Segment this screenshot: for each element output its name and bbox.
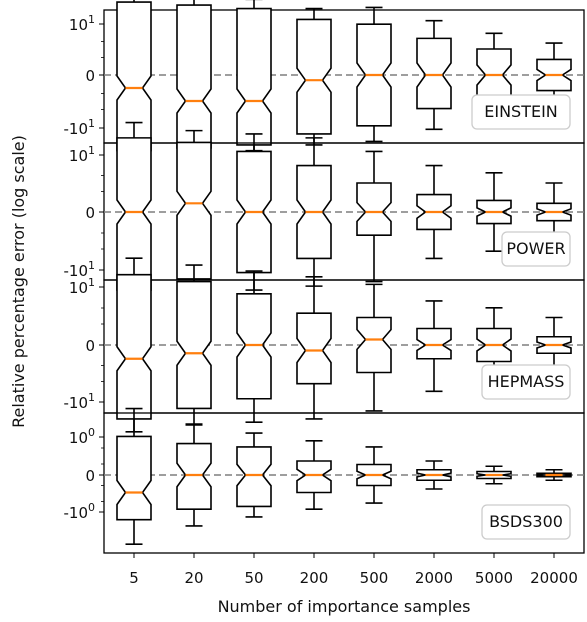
box-20000 xyxy=(536,182,572,242)
panel-label: BSDS300 xyxy=(489,512,563,531)
notched-box xyxy=(356,182,392,236)
box-200 xyxy=(296,137,332,287)
notched-box xyxy=(116,435,152,521)
x-tick-label: 200 xyxy=(300,569,329,587)
x-axis-title: Number of importance samples xyxy=(218,597,471,616)
y-tick-label: -101 xyxy=(64,259,96,280)
notched-box xyxy=(176,442,212,510)
box-200 xyxy=(296,440,332,510)
box-20 xyxy=(176,129,212,295)
x-tick-label: 2000 xyxy=(415,569,453,587)
x-axis: 5 20 50 200 500 2000 5000 20000 xyxy=(129,553,578,587)
panel-label-box: POWER xyxy=(501,231,571,267)
notched-box xyxy=(296,460,332,494)
notched-box xyxy=(416,327,452,360)
x-tick-label: 50 xyxy=(244,569,263,587)
box-20000 xyxy=(536,316,572,374)
box-2000 xyxy=(416,460,452,490)
notched-box xyxy=(176,141,212,280)
box-5 xyxy=(116,407,152,545)
box-2000 xyxy=(416,164,452,260)
notched-box xyxy=(176,280,212,410)
y-tick-label: 101 xyxy=(69,144,95,165)
box-20000 xyxy=(536,468,572,482)
box-2000 xyxy=(416,19,452,131)
x-tick-label: 20 xyxy=(184,569,203,587)
x-tick-label: 20000 xyxy=(530,569,578,587)
notched-box xyxy=(296,312,332,385)
y-tick-label: 0 xyxy=(85,204,95,222)
panel-bsds300: 100 0 -100 BSDS300 xyxy=(64,407,585,554)
box-200 xyxy=(296,7,332,146)
panel-label-frame xyxy=(481,364,571,400)
panel-label: POWER xyxy=(506,239,565,258)
panel-frame xyxy=(103,412,585,554)
y-tick-label: 101 xyxy=(69,13,95,34)
box-20 xyxy=(176,264,212,426)
panel-label-frame xyxy=(481,504,571,540)
panel-label-box: BSDS300 xyxy=(481,504,571,540)
panel-label-box: EINSTEIN xyxy=(471,94,571,130)
notched-box xyxy=(176,4,212,149)
panel-label-box: HEPMASS xyxy=(481,364,571,400)
box-20000 xyxy=(536,42,572,106)
notched-box xyxy=(116,273,152,420)
panel-einstein: 101 0 -101 EINSTEIN xyxy=(64,0,585,162)
panel-label: EINSTEIN xyxy=(484,102,558,121)
box-5000 xyxy=(476,465,512,485)
y-tick-label: 0 xyxy=(85,67,95,85)
box-5000 xyxy=(476,171,512,253)
y-tick-label: 0 xyxy=(85,467,95,485)
panel-hepmass: 101 0 -101 HEPMASS xyxy=(64,257,585,433)
x-tick-label: 5 xyxy=(129,569,139,587)
panel-label-frame xyxy=(471,94,571,130)
y-axis-title: Relative percentage error (log scale) xyxy=(9,135,28,428)
notched-box xyxy=(356,316,392,374)
y-tick-label: 0 xyxy=(85,337,95,355)
box-50 xyxy=(236,270,272,423)
panel-label: HEPMASS xyxy=(488,372,565,391)
x-tick-label: 5000 xyxy=(475,569,513,587)
y-tick-label: -101 xyxy=(64,117,96,138)
notched-box xyxy=(296,18,332,135)
box-500 xyxy=(356,283,392,412)
box-50 xyxy=(236,432,272,518)
y-tick-label: 101 xyxy=(69,276,95,297)
notched-box xyxy=(416,37,452,110)
notched-box xyxy=(236,7,272,146)
box-50 xyxy=(236,0,272,152)
box-2000 xyxy=(416,300,452,393)
panel-label-frame xyxy=(501,231,571,267)
box-500 xyxy=(356,6,392,143)
box-200 xyxy=(296,275,332,420)
box-500 xyxy=(356,150,392,283)
notched-box xyxy=(236,292,272,400)
box-500 xyxy=(356,446,392,504)
box-20 xyxy=(176,423,212,527)
y-tick-label: 100 xyxy=(69,426,95,447)
y-tick-label: -101 xyxy=(64,391,96,412)
notched-box xyxy=(236,446,272,508)
box-50 xyxy=(236,133,272,291)
y-tick-label: -100 xyxy=(64,501,96,522)
box-5 xyxy=(116,257,152,433)
x-tick-label: 500 xyxy=(360,569,389,587)
